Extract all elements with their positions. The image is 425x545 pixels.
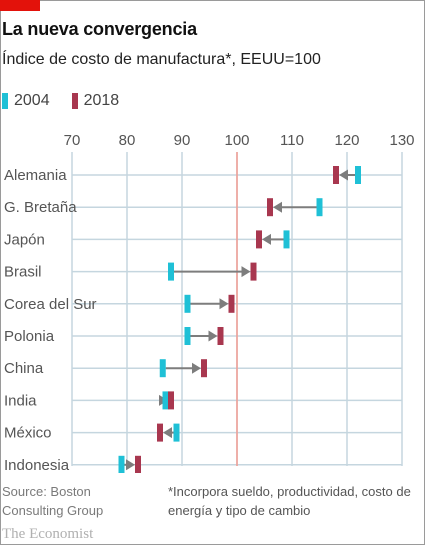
marker-2018 — [256, 230, 262, 249]
marker-2018 — [333, 166, 339, 184]
x-tick-label: 90 — [174, 132, 191, 149]
marker-2004 — [118, 455, 125, 473]
marker-2018 — [250, 262, 257, 281]
category-label: G. Bretaña — [4, 199, 77, 216]
marker-2004 — [159, 359, 166, 378]
category-label: Indonesia — [4, 457, 70, 473]
change-arrow-head — [262, 233, 271, 245]
legend-label-2004: 2004 — [14, 92, 50, 109]
change-arrow-head — [273, 201, 282, 213]
x-tick-label: 130 — [389, 132, 414, 149]
footnote: *Incorpora sueldo, productividad, costo … — [168, 484, 411, 518]
marker-2004 — [184, 294, 191, 313]
marker-2018 — [157, 423, 163, 442]
marker-2018 — [228, 294, 235, 313]
change-arrow-head — [192, 362, 201, 374]
x-tick-label: 110 — [280, 132, 304, 149]
marker-2018 — [201, 359, 207, 378]
change-arrow-head — [126, 459, 135, 471]
marker-2004 — [283, 230, 290, 249]
category-label: India — [4, 392, 37, 409]
marker-2004 — [355, 166, 361, 184]
x-tick-label: 100 — [224, 132, 249, 149]
change-arrow-head — [339, 169, 348, 181]
source-note: Source: Boston Consulting Group — [2, 484, 104, 518]
dot-arrow-chart: 70 80 90 100 110 120 130 Alemania G. Bretaña Japó… — [4, 132, 415, 473]
legend-swatch-2004 — [2, 93, 8, 109]
chart-subtitle: Índice de costo de manufactura*, EEUU=10… — [2, 51, 321, 68]
marker-2004 — [168, 262, 174, 281]
legend-item-2004: 2004 — [2, 92, 50, 110]
category-label: Alemania — [4, 167, 67, 184]
category-label: China — [4, 360, 44, 377]
legend-item-2018: 2018 — [71, 92, 120, 110]
category-label: Japón — [4, 231, 45, 248]
marker-2004 — [316, 198, 323, 217]
change-arrow-head — [163, 427, 172, 439]
legend: 2004 2018 — [2, 91, 141, 111]
marker-2018 — [135, 455, 141, 473]
marker-2018 — [217, 327, 224, 345]
change-arrow-head — [208, 330, 218, 342]
economist-red-tag — [0, 0, 40, 11]
legend-label-2018: 2018 — [83, 92, 120, 109]
change-arrow-head — [241, 266, 251, 278]
x-tick-label: 80 — [119, 132, 136, 149]
marker-2018 — [168, 391, 174, 410]
marker-2004 — [173, 423, 180, 442]
change-arrow-head — [219, 298, 229, 310]
chart-title: La nueva convergencia — [2, 19, 197, 39]
legend-swatch-2018 — [71, 93, 78, 109]
x-tick-label: 120 — [334, 132, 359, 149]
x-tick-label: 70 — [64, 132, 81, 149]
marker-2018 — [267, 198, 273, 217]
category-label: Polonia — [4, 328, 55, 345]
category-label: Corea del Sur — [4, 296, 97, 313]
category-label: Brasil — [4, 264, 42, 281]
brand-wordmark: The Economist — [2, 526, 94, 542]
category-label: México — [4, 425, 52, 442]
marker-2004 — [162, 391, 169, 410]
marker-2004 — [184, 327, 191, 345]
